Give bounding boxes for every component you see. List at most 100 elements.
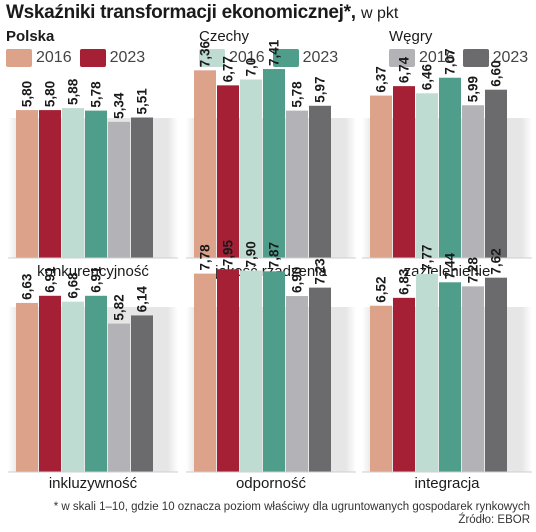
bar	[439, 282, 461, 472]
bar	[240, 79, 262, 258]
data-label: 7,41	[267, 39, 282, 66]
data-label: 7,07	[443, 48, 458, 74]
legend-country-label: Polska	[6, 28, 55, 45]
panel: 5,80 5,80 5,88 5,78 5,34 5,51 konkurencyjność	[8, 78, 178, 280]
legend-swatch	[199, 49, 225, 67]
data-label: 5,78	[89, 81, 104, 108]
bar	[309, 105, 331, 258]
data-label: 7,90	[244, 241, 259, 267]
legend-country-label: Węgry	[389, 28, 433, 45]
data-label: 6,91	[43, 266, 58, 293]
data-label: 7,23	[313, 258, 328, 285]
legend-swatch	[272, 49, 299, 67]
footnote: * w skali 1–10, gdzie 10 oznacza poziom …	[53, 501, 530, 513]
bar	[108, 323, 130, 472]
legend-polska: Polska 2016 2023	[6, 28, 153, 67]
panels-layer: 5,80 5,80 5,88 5,78 5,34 5,51 konkurencyjność 7…	[8, 39, 532, 492]
legend-item-czechy-2016: 2016	[199, 49, 265, 67]
legend-swatch	[79, 49, 106, 67]
data-label: 6,60	[489, 60, 504, 86]
bar	[16, 110, 38, 258]
bar	[485, 89, 507, 258]
data-label: 7,28	[466, 257, 481, 284]
bar	[131, 117, 153, 259]
data-label: 7,78	[198, 244, 213, 271]
data-label: 6,52	[374, 276, 389, 302]
data-label: 6,46	[420, 64, 435, 91]
legend-label: 2023	[302, 49, 339, 66]
legend-czechy: Czechy 2016 2023	[199, 28, 346, 67]
legend-item-wegry-2016: 2016	[389, 49, 455, 67]
data-label: 6,77	[221, 56, 236, 82]
bar	[263, 271, 285, 472]
bar	[462, 105, 484, 258]
bar	[108, 121, 130, 258]
bar	[286, 296, 308, 472]
bar	[16, 302, 38, 472]
bar	[416, 273, 438, 472]
data-label: 5,80	[43, 81, 58, 107]
source: Źródło: EBOR	[458, 514, 530, 526]
data-label: 7,0	[244, 58, 259, 77]
bar	[62, 301, 84, 472]
bar	[85, 110, 107, 258]
bar	[217, 85, 239, 259]
data-label: 5,78	[290, 81, 305, 108]
legend-label: 2016	[229, 49, 265, 66]
bar	[462, 286, 484, 472]
data-label: 6,63	[20, 273, 35, 300]
bar	[194, 273, 216, 472]
data-label: 6,14	[135, 286, 150, 313]
legend-label: 2016	[419, 49, 455, 66]
data-label: 7,36	[198, 41, 213, 68]
legend-wegry: Węgry 2016 2023	[389, 28, 536, 67]
bar	[131, 315, 153, 472]
panel: 6,52 6,83 7,77 7,44 7,28 7,62 integracja	[362, 245, 532, 492]
bar	[286, 110, 308, 258]
bar	[393, 297, 415, 472]
panel: 6,63 6,91 6,68 6,91 5,82 6,14 inkluzywność	[8, 266, 178, 492]
bar	[439, 77, 461, 258]
data-label: 5,88	[66, 78, 81, 105]
data-label: 5,80	[20, 81, 35, 107]
legend-label: 2016	[36, 49, 72, 66]
bar	[370, 305, 392, 472]
data-label: 6,90	[290, 267, 305, 293]
bar	[485, 277, 507, 472]
legend-item-wegry-2023: 2023	[462, 49, 529, 67]
legend-label: 2023	[492, 49, 529, 66]
bar	[370, 95, 392, 258]
legend-item-polska-2023: 2023	[79, 49, 146, 67]
bar	[85, 295, 107, 472]
bar	[39, 295, 61, 472]
data-label: 5,82	[112, 294, 127, 320]
data-label: 7,44	[443, 253, 458, 280]
legend-country-label: Czechy	[199, 28, 250, 45]
data-label: 6,74	[397, 56, 412, 83]
legend-item-polska-2016: 2016	[6, 49, 72, 67]
data-label: 5,34	[112, 92, 127, 119]
data-label: 7,77	[420, 245, 435, 271]
panel-title: integracja	[414, 475, 480, 492]
bar	[393, 86, 415, 258]
legend-swatch	[389, 49, 415, 67]
data-label: 5,97	[313, 76, 328, 102]
data-label: 7,87	[267, 242, 282, 268]
bar	[240, 270, 262, 472]
bar	[39, 110, 61, 258]
chart-title-unit: w pkt	[361, 5, 399, 22]
bar	[309, 287, 331, 472]
bar	[217, 269, 239, 472]
panel-title: odporność	[236, 475, 307, 492]
bar	[194, 70, 216, 258]
legend-swatch	[462, 49, 489, 67]
data-label: 6,68	[66, 272, 81, 299]
legend-item-czechy-2023: 2023	[272, 49, 339, 67]
legend-label: 2023	[109, 49, 146, 66]
panel-title: inkluzywność	[49, 475, 138, 492]
data-label: 6,83	[397, 268, 412, 295]
panel: 7,366,777,07,415,785,97jakość rządzenia	[186, 39, 356, 280]
chart-title: Wskaźniki transformacji ekonomicznej*, w…	[6, 2, 398, 24]
